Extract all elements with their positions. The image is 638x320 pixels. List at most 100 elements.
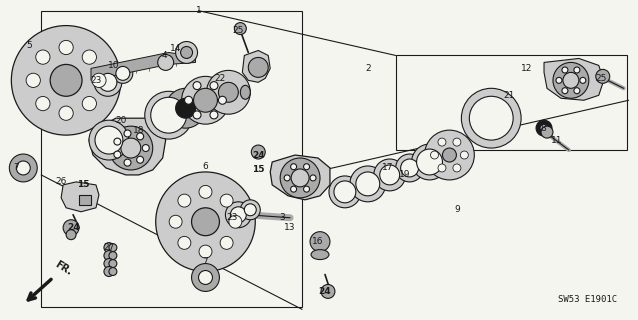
Circle shape: [26, 73, 40, 87]
Circle shape: [556, 77, 562, 83]
Circle shape: [109, 126, 152, 170]
Polygon shape: [242, 51, 271, 82]
Circle shape: [310, 232, 330, 252]
Circle shape: [199, 185, 212, 198]
Polygon shape: [91, 52, 195, 80]
Polygon shape: [61, 182, 99, 212]
Circle shape: [291, 164, 297, 170]
Circle shape: [121, 138, 141, 158]
Text: 10: 10: [108, 61, 120, 70]
Circle shape: [304, 164, 309, 170]
Circle shape: [109, 268, 117, 276]
Circle shape: [284, 175, 290, 181]
Ellipse shape: [311, 250, 329, 260]
Text: 8: 8: [540, 124, 546, 132]
Circle shape: [193, 88, 218, 112]
Polygon shape: [89, 118, 166, 175]
Circle shape: [230, 207, 246, 223]
Circle shape: [181, 46, 193, 59]
Text: 2: 2: [365, 64, 371, 73]
Circle shape: [36, 96, 50, 111]
Circle shape: [116, 67, 130, 80]
Circle shape: [151, 97, 186, 133]
Text: 7: 7: [13, 164, 19, 172]
Circle shape: [158, 54, 174, 70]
Circle shape: [166, 88, 205, 128]
Text: 14: 14: [170, 44, 181, 53]
Circle shape: [461, 88, 521, 148]
Circle shape: [334, 181, 356, 203]
Text: 24: 24: [67, 223, 79, 232]
Circle shape: [104, 251, 114, 260]
Text: 1: 1: [196, 6, 202, 15]
Text: 22: 22: [215, 74, 226, 83]
Circle shape: [10, 154, 37, 182]
Circle shape: [36, 50, 50, 64]
Circle shape: [220, 236, 233, 249]
Circle shape: [66, 230, 76, 240]
Text: 5: 5: [26, 41, 32, 50]
Circle shape: [109, 260, 117, 268]
Circle shape: [89, 120, 129, 160]
Circle shape: [553, 62, 589, 98]
Circle shape: [191, 264, 219, 292]
Circle shape: [169, 215, 182, 228]
Circle shape: [438, 164, 446, 172]
Circle shape: [580, 77, 586, 83]
Circle shape: [453, 138, 461, 146]
Circle shape: [193, 82, 201, 90]
Circle shape: [431, 151, 438, 159]
Circle shape: [244, 204, 256, 216]
Circle shape: [142, 145, 149, 152]
Circle shape: [199, 245, 212, 258]
Text: SW53 E1901C: SW53 E1901C: [558, 295, 617, 304]
Circle shape: [248, 58, 268, 77]
Circle shape: [184, 96, 193, 104]
Text: 7: 7: [203, 257, 209, 266]
Circle shape: [156, 172, 255, 271]
Circle shape: [412, 144, 447, 180]
Circle shape: [563, 72, 579, 88]
Text: 25: 25: [595, 74, 607, 83]
Circle shape: [562, 88, 568, 94]
Circle shape: [438, 138, 446, 146]
Circle shape: [350, 166, 386, 202]
Circle shape: [210, 111, 218, 119]
Circle shape: [124, 130, 131, 137]
Circle shape: [321, 284, 335, 298]
Circle shape: [99, 73, 117, 91]
Text: 6: 6: [203, 163, 209, 172]
Circle shape: [11, 26, 121, 135]
Text: 15: 15: [77, 180, 89, 189]
Circle shape: [291, 169, 309, 187]
Circle shape: [178, 194, 191, 207]
Circle shape: [596, 69, 610, 83]
Circle shape: [401, 159, 419, 177]
Circle shape: [218, 82, 239, 102]
Text: 23: 23: [91, 76, 101, 85]
Polygon shape: [271, 155, 330, 200]
Circle shape: [82, 50, 96, 64]
Circle shape: [251, 145, 265, 159]
Circle shape: [198, 270, 212, 284]
Ellipse shape: [241, 85, 250, 99]
Text: 4: 4: [162, 51, 168, 60]
Circle shape: [94, 68, 122, 96]
Circle shape: [104, 267, 114, 276]
Circle shape: [461, 151, 468, 159]
Circle shape: [470, 96, 513, 140]
Circle shape: [124, 159, 131, 166]
Circle shape: [182, 76, 230, 124]
Circle shape: [574, 88, 580, 94]
Circle shape: [310, 175, 316, 181]
Circle shape: [536, 120, 552, 136]
Circle shape: [540, 124, 548, 132]
Polygon shape: [79, 195, 91, 205]
Text: 23: 23: [226, 213, 238, 222]
Bar: [41, 11, 302, 307]
Text: 11: 11: [551, 136, 563, 145]
Circle shape: [220, 194, 233, 207]
Circle shape: [175, 98, 195, 118]
Text: FR.: FR.: [53, 260, 74, 277]
Circle shape: [562, 67, 568, 73]
